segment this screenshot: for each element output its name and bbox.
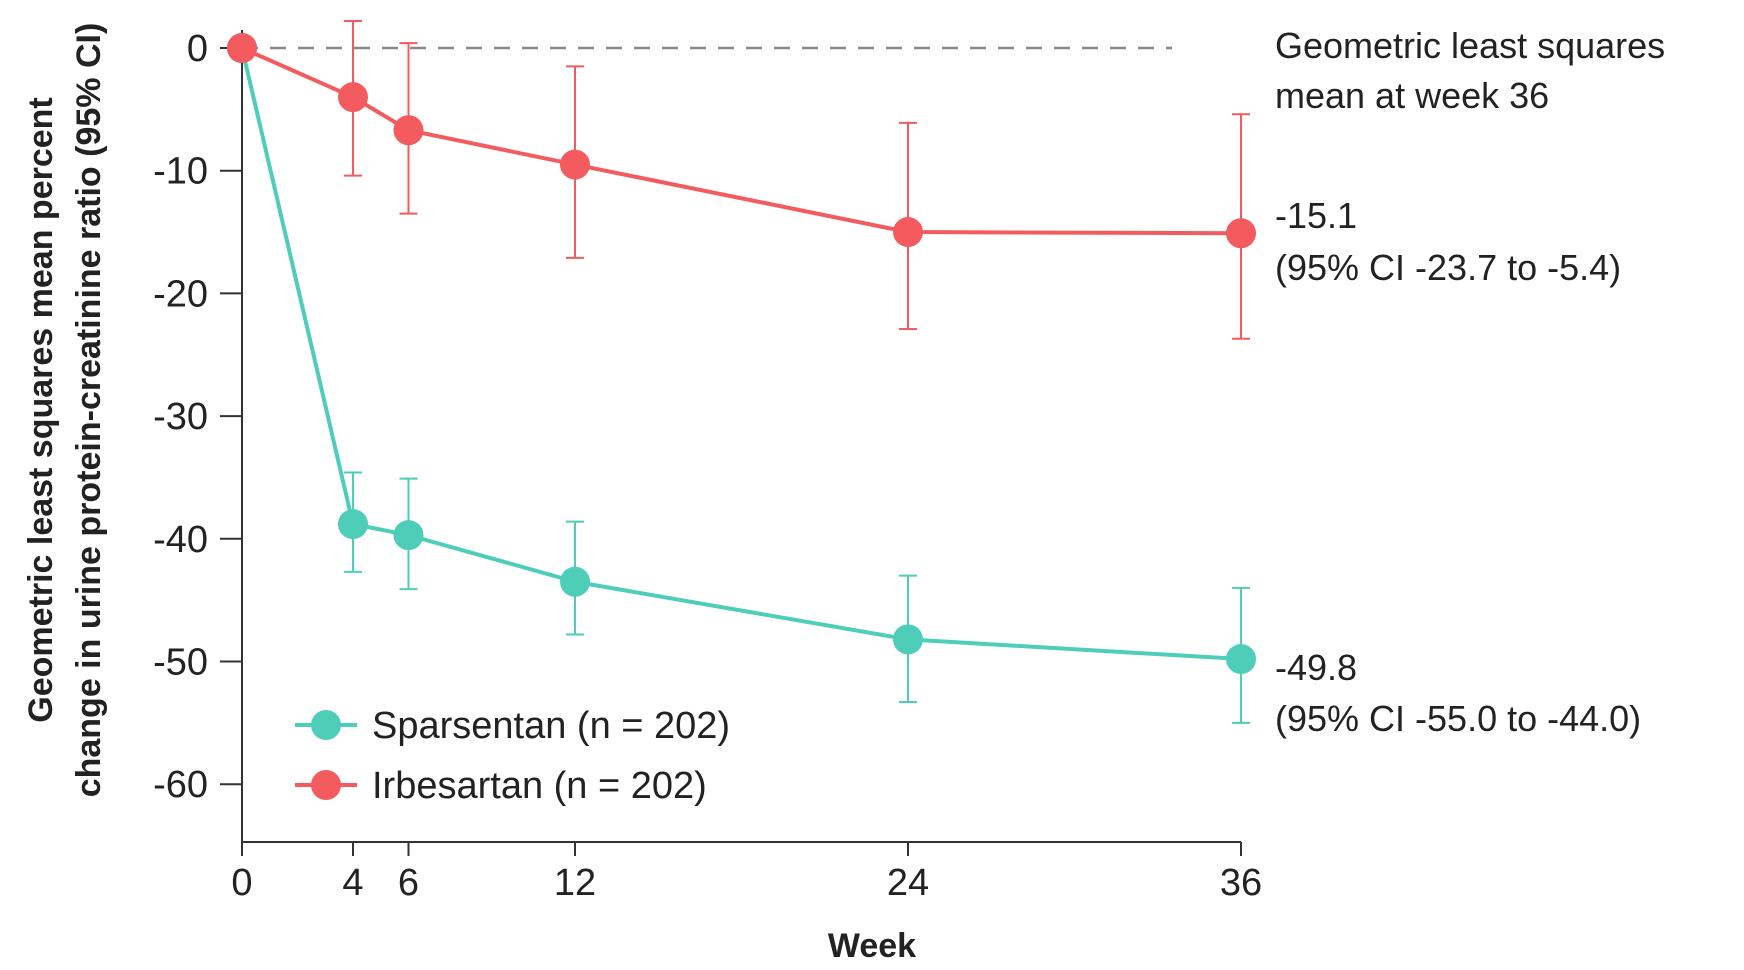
y-tick-label: -50	[153, 642, 208, 684]
data-point	[338, 509, 368, 540]
series-1	[227, 20, 1256, 340]
data-point	[1226, 218, 1256, 249]
x-tick-label: 0	[231, 862, 252, 904]
y-axis-title-line-2: change in urine protein-creatinine ratio…	[70, 23, 108, 798]
x-tick-label: 6	[398, 862, 419, 904]
data-point	[560, 566, 590, 597]
annotation-header-line-2: mean at week 36	[1275, 75, 1549, 116]
y-tick-label: -40	[153, 519, 208, 561]
annotation-header-line-1: Geometric least squares	[1275, 25, 1665, 66]
x-tick-label: 4	[342, 862, 363, 904]
annotation-sparsentan-value: -49.8	[1275, 647, 1357, 688]
annotation-irbesartan-ci: (95% CI -23.7 to -5.4)	[1275, 247, 1621, 288]
data-point	[1226, 644, 1256, 675]
y-axis-title-line-1: Geometric least squares mean percent	[22, 97, 60, 723]
y-tick-label: -30	[153, 396, 208, 438]
y-tick-label: -20	[153, 273, 208, 315]
data-point	[893, 624, 923, 655]
legend-marker-irbesartan	[311, 770, 341, 800]
y-tick-label: -10	[153, 151, 208, 193]
y-tick-label: -60	[153, 764, 208, 806]
y-tick-label: 0	[187, 28, 208, 70]
data-point	[560, 149, 590, 180]
x-tick-label: 12	[554, 862, 596, 904]
data-point	[393, 115, 424, 146]
x-tick-label: 24	[887, 862, 929, 904]
annotation-sparsentan-ci: (95% CI -55.0 to -44.0)	[1275, 698, 1641, 739]
legend-label-irbesartan: Irbesartan (n = 202)	[372, 765, 707, 807]
series-line	[241, 46, 1242, 236]
data-point	[893, 217, 923, 248]
axes: 0 -10 -20 -30 -40 -50 -60 0 4 6 12 24 36	[153, 28, 1262, 904]
legend-marker-sparsentan	[311, 710, 341, 740]
annotation-irbesartan-value: -15.1	[1275, 195, 1357, 236]
legend-label-sparsentan: Sparsentan (n = 202)	[372, 705, 730, 747]
series-layer	[227, 20, 1256, 724]
legend-item-irbesartan: Irbesartan (n = 202)	[295, 765, 707, 807]
x-axis-title: Week	[828, 927, 916, 965]
series-line	[240, 47, 1242, 662]
x-tick-label: 36	[1220, 862, 1262, 904]
data-point	[338, 82, 368, 113]
series-0	[227, 33, 1256, 724]
data-point	[393, 520, 424, 551]
data-point	[227, 33, 257, 63]
legend-item-sparsentan: Sparsentan (n = 202)	[295, 705, 730, 747]
legend: Sparsentan (n = 202) Irbesartan (n = 202…	[295, 705, 730, 807]
